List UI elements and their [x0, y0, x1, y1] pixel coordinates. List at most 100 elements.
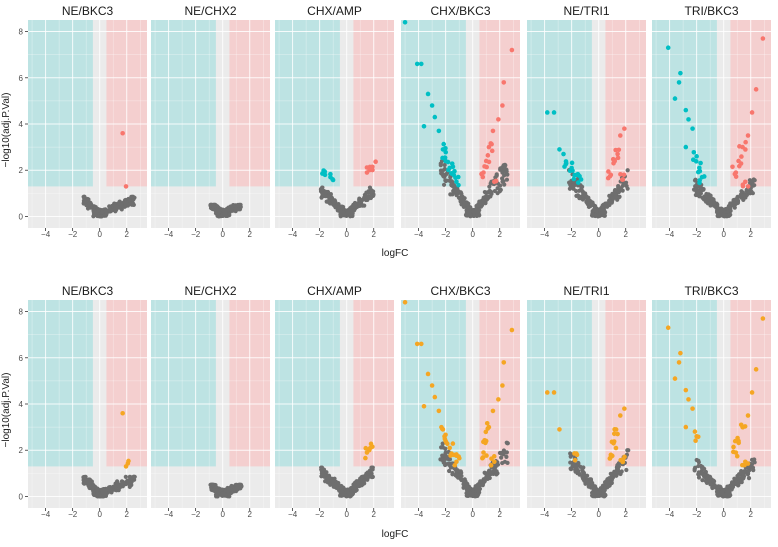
ns-point	[359, 474, 364, 480]
up-point	[485, 153, 491, 158]
ns-point	[489, 470, 495, 475]
down-point	[320, 171, 325, 176]
down-point	[330, 176, 335, 182]
other-point	[492, 459, 497, 465]
ns-point	[487, 189, 492, 195]
other-point	[572, 457, 578, 463]
ns-point	[444, 456, 450, 461]
up-point	[120, 130, 125, 136]
ns-point	[502, 173, 507, 178]
facet-panel: TRI/BKC3 −4 −2 0 2	[652, 280, 771, 519]
x-tick-label: −2	[441, 510, 451, 519]
other-point	[732, 438, 738, 444]
ns-point	[339, 483, 344, 489]
x-tick-label: 2	[371, 510, 376, 519]
down-point	[665, 45, 671, 51]
ns-point	[214, 488, 219, 493]
ns-point	[581, 191, 587, 196]
other-point	[731, 444, 736, 450]
ns-point	[471, 209, 476, 214]
points	[318, 159, 378, 219]
ns-point	[744, 189, 749, 194]
x-tick-label: 2	[247, 230, 252, 239]
up-point	[739, 154, 744, 159]
x-tick-label: 0	[344, 230, 349, 239]
facet-panel: NE/CHX2 −4 −2 0 2	[151, 0, 270, 239]
other-point	[442, 436, 448, 442]
x-tick-label: 2	[247, 510, 252, 519]
ns-point	[480, 482, 485, 487]
ns-point	[570, 463, 575, 468]
x-tick-label: −4	[540, 510, 550, 519]
ns-point	[497, 189, 502, 194]
points	[81, 410, 137, 499]
other-point	[126, 458, 131, 464]
other-point	[611, 431, 617, 437]
other-point	[544, 390, 550, 395]
up-point	[615, 151, 620, 157]
x-tick-label: −2	[315, 230, 325, 239]
ns-point	[464, 208, 469, 213]
ns-point	[446, 461, 451, 466]
ns-point	[333, 205, 338, 210]
ns-point	[122, 200, 128, 205]
up-point	[370, 167, 375, 173]
ns-point	[580, 184, 585, 189]
ns-point	[81, 475, 86, 480]
ns-point	[332, 482, 337, 487]
ns-point	[568, 460, 573, 465]
ns-point	[103, 209, 109, 214]
ns-point	[129, 201, 134, 206]
ns-point	[348, 491, 353, 496]
down-point	[693, 159, 699, 164]
down-point	[443, 145, 448, 151]
x-tick-label: −2	[567, 230, 577, 239]
ns-point	[457, 473, 462, 478]
other-point	[745, 413, 751, 418]
ns-point	[214, 492, 219, 498]
ns-point	[463, 201, 468, 206]
points	[665, 36, 766, 219]
ns-point	[605, 204, 610, 209]
ns-point	[325, 479, 330, 484]
ns-point	[600, 207, 606, 212]
down-point	[694, 154, 699, 159]
ns-point	[114, 487, 119, 492]
other-point	[484, 421, 490, 426]
ns-point	[438, 168, 444, 173]
ns-point	[502, 182, 507, 187]
ns-point	[474, 487, 479, 492]
up-point	[743, 147, 748, 152]
ns-point	[443, 178, 448, 184]
y-axis-title: −log10(adj.P.Val)	[1, 373, 12, 448]
ns-point	[580, 469, 585, 474]
down-regulated-region	[527, 300, 592, 467]
ns-point	[109, 208, 114, 213]
facet-row-top: −log10(adj.P.Val) logFC NE/BKC3 −4 −2 0 2 0 2 4 6 8…	[1, 0, 771, 259]
ns-point	[602, 480, 608, 485]
ns-point	[504, 450, 509, 455]
down-point	[575, 171, 581, 177]
down-regulated-region	[28, 20, 93, 187]
x-tick-label: −4	[288, 230, 298, 239]
ns-point	[319, 195, 324, 200]
up-point	[500, 103, 505, 108]
facet-strip	[28, 280, 147, 300]
ns-point	[592, 491, 597, 496]
y-tick-label: 0	[19, 212, 24, 221]
ns-point	[577, 472, 582, 477]
x-tick-label: −4	[164, 510, 174, 519]
other-point	[731, 449, 736, 455]
x-tick-label: −4	[665, 230, 675, 239]
other-point	[483, 429, 489, 435]
other-point	[683, 424, 689, 430]
ns-point	[366, 471, 371, 476]
other-point	[509, 327, 515, 333]
ns-point	[612, 188, 617, 194]
ns-point	[700, 478, 705, 483]
ns-point	[712, 485, 717, 490]
ns-point	[210, 206, 215, 212]
ns-point	[131, 196, 136, 201]
ns-point	[607, 201, 612, 206]
other-point	[436, 408, 442, 414]
